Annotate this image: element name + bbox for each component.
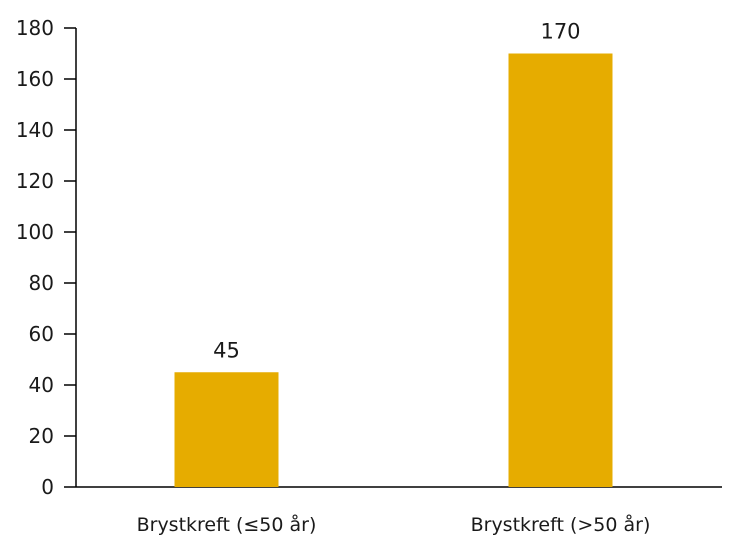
y-tick-label: 80 [29, 271, 54, 295]
data-labels: 45 170 [213, 20, 580, 363]
y-tick-label: 120 [16, 169, 54, 193]
axes: 0 20 40 60 80 100 120 140 160 180 [16, 16, 722, 499]
y-ticks: 0 20 40 60 80 100 120 140 160 180 [16, 16, 76, 499]
y-tick-label: 160 [16, 67, 54, 91]
y-tick-label: 100 [16, 220, 54, 244]
y-tick-label: 140 [16, 118, 54, 142]
y-tick-label: 0 [41, 475, 54, 499]
bars [174, 53, 613, 487]
y-tick-label: 20 [29, 424, 54, 448]
category-label: Brystkreft (>50 år) [471, 513, 651, 535]
y-tick-label: 40 [29, 373, 54, 397]
data-label: 170 [540, 20, 580, 44]
bar [508, 53, 613, 487]
data-label: 45 [213, 338, 240, 362]
y-tick-label: 180 [16, 16, 54, 40]
bar [174, 372, 279, 487]
category-labels: Brystkreft (≤50 år) Brystkreft (>50 år) [137, 513, 651, 536]
y-tick-label: 60 [29, 322, 54, 346]
category-label: Brystkreft (≤50 år) [137, 513, 317, 535]
